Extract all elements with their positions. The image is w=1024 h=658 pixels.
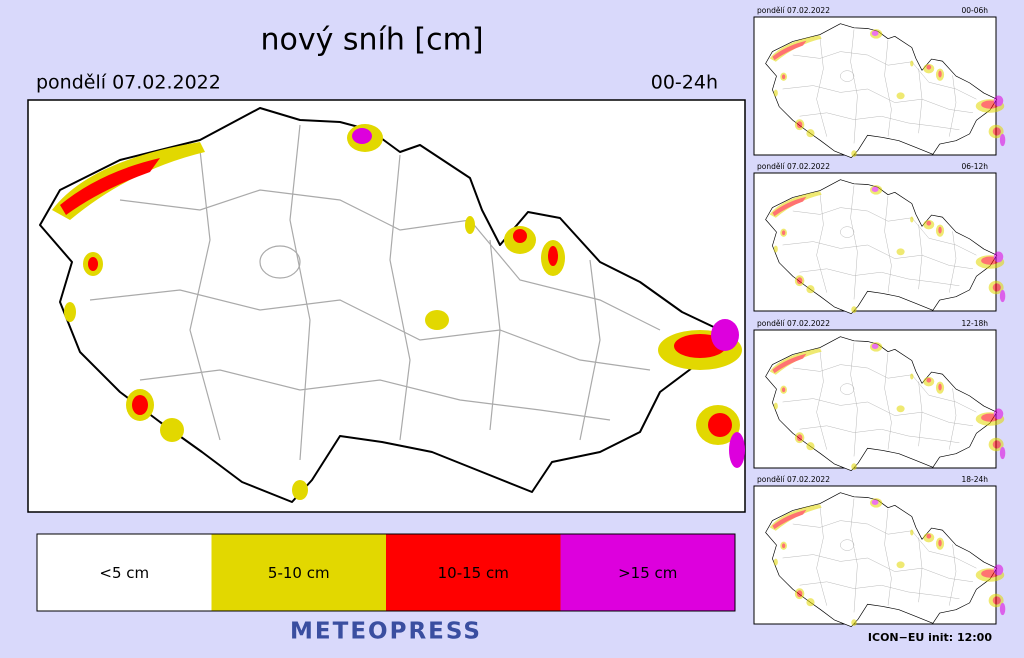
panels: pondělí 07.02.2022 00-06h pondělí 07.02.20… [753, 6, 1006, 628]
brand: METEOPRESS [290, 619, 482, 645]
footer: ICON−EU init: 12:00 [868, 631, 992, 644]
panel-date: pondělí 07.02.2022 [757, 6, 830, 15]
legend-swatch [37, 534, 212, 611]
panel-period: 00-06h [961, 6, 988, 15]
panel-period: 06-12h [961, 162, 988, 171]
legend-label: >15 cm [618, 564, 677, 582]
date: pondělí 07.02.2022 [36, 72, 221, 94]
period: 00-24h [651, 72, 718, 94]
legend-swatch [211, 534, 386, 611]
legend-swatch [386, 534, 561, 611]
legend: <5 cm 5-10 cm 10-15 cm >15 cm [36, 533, 736, 612]
title: nový sníh [cm] [260, 23, 483, 58]
legend-border [36, 533, 736, 612]
legend-swatch [560, 534, 735, 611]
panel-date: pondělí 07.02.2022 [757, 475, 830, 484]
legend-label: <5 cm [99, 564, 149, 582]
legend-label: 10-15 cm [438, 564, 509, 582]
panel-period: 18-24h [961, 475, 988, 484]
panel-period: 12-18h [961, 319, 988, 328]
legend-label: 5-10 cm [268, 564, 330, 582]
panel-date: pondělí 07.02.2022 [757, 319, 830, 328]
panel-date: pondělí 07.02.2022 [757, 162, 830, 171]
